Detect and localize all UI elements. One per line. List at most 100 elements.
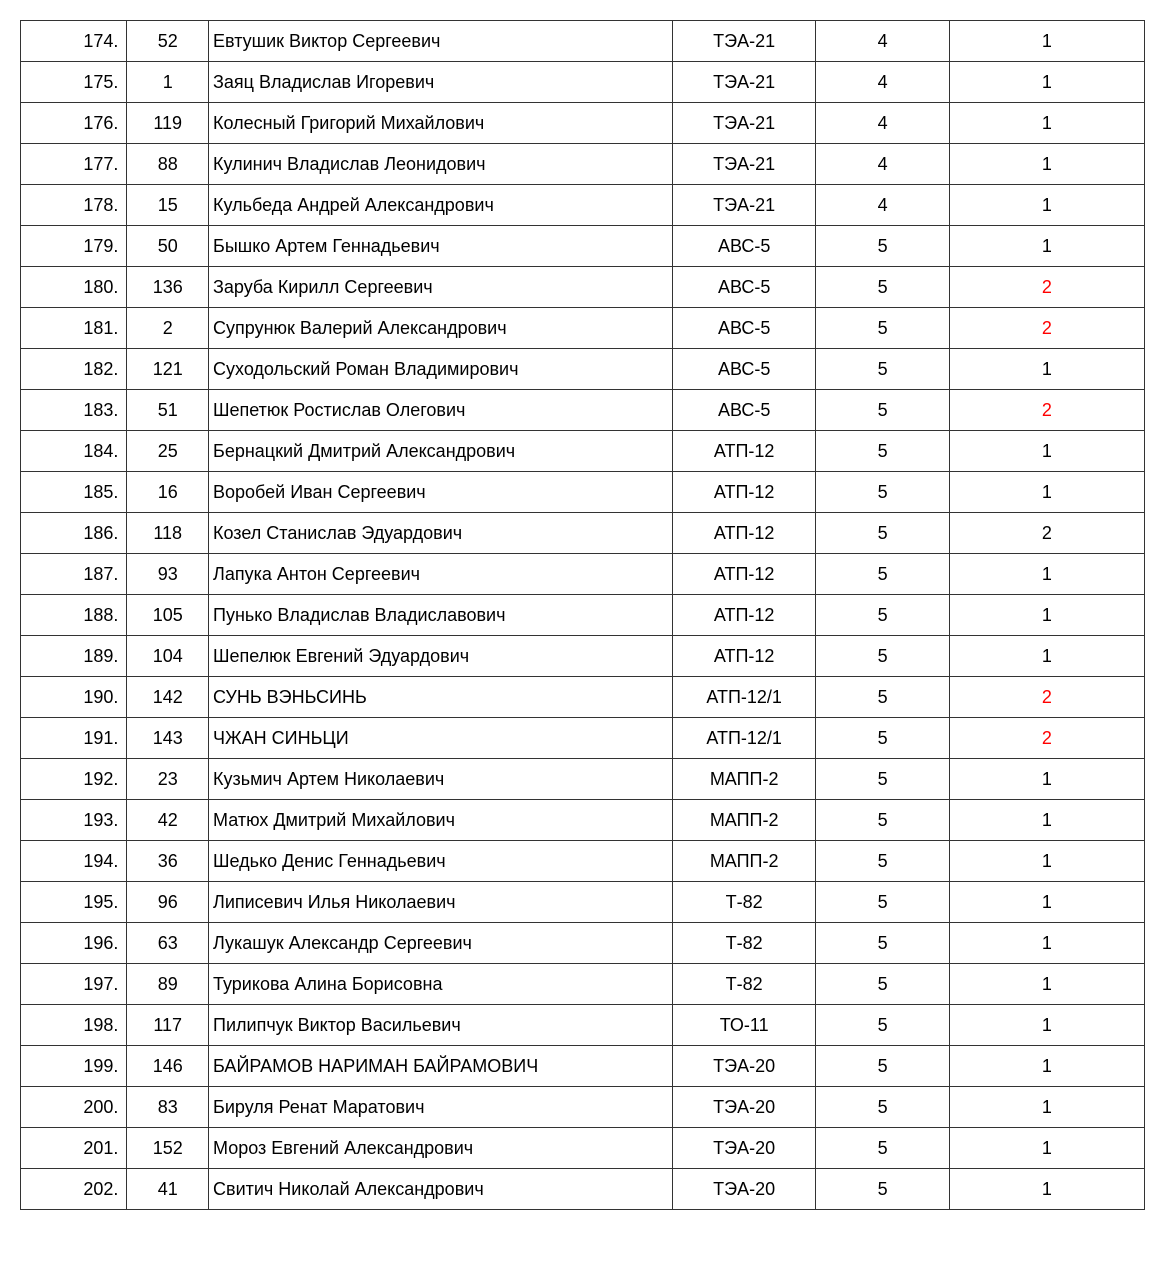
cell-name: Шепетюк Ростислав Олегович <box>209 390 673 431</box>
cell-index: 189. <box>21 636 127 677</box>
cell-id: 23 <box>127 759 209 800</box>
table-row: 200.83Бируля Ренат МаратовичТЭА-2051 <box>21 1087 1145 1128</box>
cell-index: 200. <box>21 1087 127 1128</box>
cell-name: Козел Станислав Эдуардович <box>209 513 673 554</box>
cell-index: 191. <box>21 718 127 759</box>
table-row: 182.121Суходольский Роман ВладимировичАВ… <box>21 349 1145 390</box>
cell-val2: 2 <box>949 390 1144 431</box>
cell-id: 117 <box>127 1005 209 1046</box>
cell-index: 193. <box>21 800 127 841</box>
cell-val1: 5 <box>816 1169 949 1210</box>
cell-index: 187. <box>21 554 127 595</box>
cell-name: Пилипчук Виктор Васильевич <box>209 1005 673 1046</box>
cell-group: АТП-12/1 <box>672 677 816 718</box>
cell-val1: 5 <box>816 513 949 554</box>
cell-index: 201. <box>21 1128 127 1169</box>
cell-group: АТП-12 <box>672 472 816 513</box>
table-row: 186.118Козел Станислав ЭдуардовичАТП-125… <box>21 513 1145 554</box>
table-row: 197.89Турикова Алина БорисовнаТ-8251 <box>21 964 1145 1005</box>
cell-index: 185. <box>21 472 127 513</box>
cell-group: ТЭА-20 <box>672 1046 816 1087</box>
table-row: 184.25Бернацкий Дмитрий АлександровичАТП… <box>21 431 1145 472</box>
cell-id: 88 <box>127 144 209 185</box>
cell-id: 2 <box>127 308 209 349</box>
table-row: 190.142СУНЬ ВЭНЬСИНЬАТП-12/152 <box>21 677 1145 718</box>
data-table: 174.52Евтушик Виктор СергеевичТЭА-214117… <box>20 20 1145 1210</box>
table-row: 177.88Кулинич Владислав ЛеонидовичТЭА-21… <box>21 144 1145 185</box>
cell-group: ТЭА-20 <box>672 1128 816 1169</box>
cell-id: 50 <box>127 226 209 267</box>
cell-name: Кузьмич Артем Николаевич <box>209 759 673 800</box>
table-row: 201.152Мороз Евгений АлександровичТЭА-20… <box>21 1128 1145 1169</box>
cell-val1: 5 <box>816 595 949 636</box>
cell-val1: 4 <box>816 185 949 226</box>
cell-val1: 4 <box>816 21 949 62</box>
cell-id: 89 <box>127 964 209 1005</box>
cell-index: 176. <box>21 103 127 144</box>
cell-val2: 2 <box>949 308 1144 349</box>
cell-val1: 5 <box>816 472 949 513</box>
cell-val1: 5 <box>816 718 949 759</box>
cell-index: 188. <box>21 595 127 636</box>
cell-group: ТЭА-20 <box>672 1087 816 1128</box>
cell-val2: 2 <box>949 677 1144 718</box>
cell-index: 175. <box>21 62 127 103</box>
cell-val2: 1 <box>949 1169 1144 1210</box>
cell-id: 142 <box>127 677 209 718</box>
cell-val1: 5 <box>816 1087 949 1128</box>
cell-val2: 1 <box>949 103 1144 144</box>
cell-index: 184. <box>21 431 127 472</box>
cell-name: СУНЬ ВЭНЬСИНЬ <box>209 677 673 718</box>
table-row: 189.104Шепелюк Евгений ЭдуардовичАТП-125… <box>21 636 1145 677</box>
cell-val1: 5 <box>816 800 949 841</box>
table-row: 191.143ЧЖАН СИНЬЦИАТП-12/152 <box>21 718 1145 759</box>
cell-group: ТЭА-21 <box>672 103 816 144</box>
cell-id: 152 <box>127 1128 209 1169</box>
cell-index: 177. <box>21 144 127 185</box>
cell-id: 15 <box>127 185 209 226</box>
cell-id: 36 <box>127 841 209 882</box>
cell-name: ЧЖАН СИНЬЦИ <box>209 718 673 759</box>
cell-name: Пунько Владислав Владиславович <box>209 595 673 636</box>
table-row: 196.63Лукашук Александр СергеевичТ-8251 <box>21 923 1145 964</box>
cell-name: Евтушик Виктор Сергеевич <box>209 21 673 62</box>
cell-val1: 5 <box>816 431 949 472</box>
cell-id: 121 <box>127 349 209 390</box>
cell-index: 180. <box>21 267 127 308</box>
table-row: 198.117Пилипчук Виктор ВасильевичТО-1151 <box>21 1005 1145 1046</box>
cell-id: 104 <box>127 636 209 677</box>
cell-index: 174. <box>21 21 127 62</box>
cell-val2: 1 <box>949 1046 1144 1087</box>
cell-val2: 2 <box>949 718 1144 759</box>
cell-id: 136 <box>127 267 209 308</box>
cell-val1: 5 <box>816 554 949 595</box>
cell-name: Суходольский Роман Владимирович <box>209 349 673 390</box>
table-row: 179.50Бышко Артем ГеннадьевичАВС-551 <box>21 226 1145 267</box>
cell-index: 181. <box>21 308 127 349</box>
cell-val2: 1 <box>949 841 1144 882</box>
cell-index: 197. <box>21 964 127 1005</box>
cell-val1: 4 <box>816 62 949 103</box>
cell-name: Супрунюк Валерий Александрович <box>209 308 673 349</box>
cell-val1: 5 <box>816 964 949 1005</box>
cell-group: ТЭА-21 <box>672 144 816 185</box>
cell-name: Кульбеда Андрей Александрович <box>209 185 673 226</box>
cell-name: Заруба Кирилл Сергеевич <box>209 267 673 308</box>
cell-name: Лапука Антон Сергеевич <box>209 554 673 595</box>
cell-index: 192. <box>21 759 127 800</box>
cell-group: АТП-12 <box>672 636 816 677</box>
cell-val2: 1 <box>949 21 1144 62</box>
cell-val2: 1 <box>949 759 1144 800</box>
cell-index: 202. <box>21 1169 127 1210</box>
cell-val2: 2 <box>949 267 1144 308</box>
table-row: 174.52Евтушик Виктор СергеевичТЭА-2141 <box>21 21 1145 62</box>
cell-id: 105 <box>127 595 209 636</box>
table-row: 193.42Матюх Дмитрий МихайловичМАПП-251 <box>21 800 1145 841</box>
cell-val1: 5 <box>816 759 949 800</box>
cell-val1: 5 <box>816 1046 949 1087</box>
cell-val1: 5 <box>816 390 949 431</box>
cell-val2: 1 <box>949 595 1144 636</box>
cell-val2: 1 <box>949 1087 1144 1128</box>
cell-group: АТП-12 <box>672 554 816 595</box>
cell-val1: 5 <box>816 349 949 390</box>
